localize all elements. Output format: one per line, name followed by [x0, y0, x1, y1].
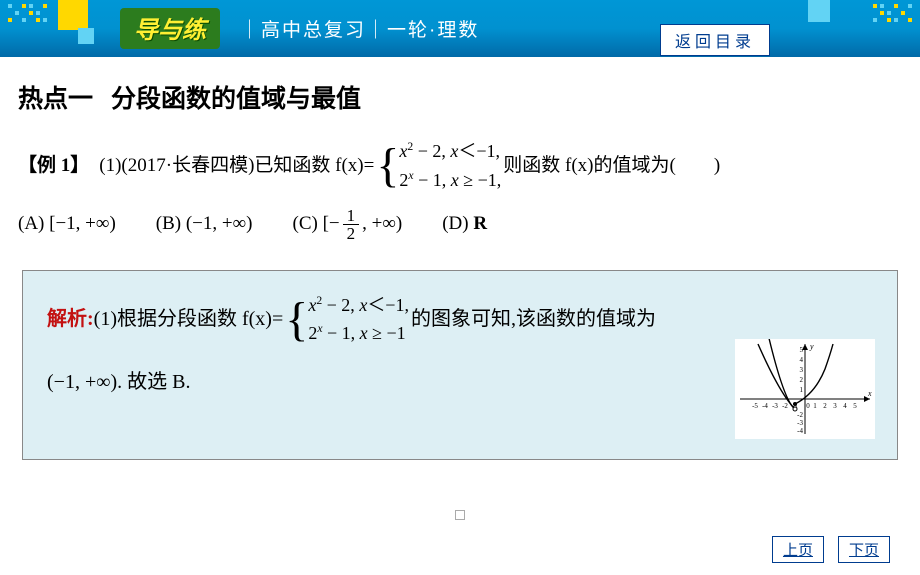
logo: 导与练: [120, 8, 220, 49]
deco-square-cyan-r: [808, 0, 830, 22]
answer-box: 解析: (1)根据分段函数 f(x)= { x2 − 2, x＜−1, 2x −…: [22, 270, 898, 460]
example-label: 【例 1】: [18, 147, 89, 185]
deco-dots-left: [8, 4, 47, 22]
svg-text:-2: -2: [782, 402, 788, 410]
svg-text:-4: -4: [762, 402, 768, 410]
question-source: (2017·长春四模): [121, 147, 254, 185]
header-subtitle: ｜高中总复习｜一轮·理数: [240, 15, 479, 42]
answer-tag: 解析:: [47, 299, 94, 339]
topic-title: 分段函数的值域与最值: [111, 85, 361, 113]
question-stem-after: 则函数 f(x)的值域为( ): [503, 147, 720, 185]
svg-text:1: 1: [800, 386, 804, 394]
content: 热点一分段函数的值域与最值 【例 1】 (1) (2017·长春四模) 已知函数…: [0, 57, 920, 270]
option-a[interactable]: (A) [−1, +∞): [18, 213, 116, 235]
svg-text:2: 2: [800, 376, 804, 384]
topic-prefix: 热点一: [18, 85, 93, 113]
question-stem-before: 已知函数 f(x)=: [254, 147, 374, 185]
svg-text:-3: -3: [797, 419, 803, 427]
piecewise-function: { x2 − 2, x＜−1, 2x − 1, x ≥ −1,: [376, 137, 501, 195]
prev-button[interactable]: 上页: [772, 536, 824, 563]
svg-text:5: 5: [800, 346, 804, 354]
svg-text:x: x: [867, 389, 872, 398]
page-indicator: [455, 510, 465, 520]
options: (A) [−1, +∞) (B) (−1, +∞) (C) [−12, +∞) …: [18, 207, 902, 242]
footer: 上页 下页: [772, 536, 890, 563]
svg-text:3: 3: [833, 402, 837, 410]
option-d[interactable]: (D) R: [442, 213, 487, 235]
svg-text:4: 4: [800, 356, 804, 364]
svg-text:y: y: [809, 342, 814, 351]
answer-line1-after: 的图象可知,该函数的值域为: [411, 299, 656, 339]
svg-text:1: 1: [813, 402, 817, 410]
svg-text:2: 2: [823, 402, 827, 410]
svg-text:4: 4: [843, 402, 847, 410]
deco-dots-right: [873, 4, 912, 22]
answer-line2: (−1, +∞). 故选 B.: [47, 362, 190, 402]
question: 【例 1】 (1) (2017·长春四模) 已知函数 f(x)= { x2 − …: [18, 137, 902, 195]
topic-heading: 热点一分段函数的值域与最值: [18, 79, 902, 115]
deco-square-yellow: [58, 0, 88, 30]
svg-text:0: 0: [806, 402, 810, 410]
answer-piecewise: { x2 − 2, x＜−1, 2x − 1, x ≥ −1: [285, 291, 409, 349]
svg-text:-5: -5: [752, 402, 758, 410]
function-graph: -5-4-3 -2-10 123 45 543 21 -2-3-4 x y: [735, 339, 875, 439]
logo-text: 导与练: [120, 8, 220, 49]
svg-text:-3: -3: [772, 402, 778, 410]
svg-text:-2: -2: [797, 411, 803, 419]
answer-line1-before: (1)根据分段函数 f(x)=: [94, 299, 284, 339]
piecewise-row1: x2 − 2, x＜−1,: [399, 137, 501, 166]
piecewise-row2: 2x − 1, x ≥ −1,: [399, 166, 501, 195]
header: 导与练 ｜高中总复习｜一轮·理数 返回目录: [0, 0, 920, 57]
svg-text:3: 3: [800, 366, 804, 374]
option-c[interactable]: (C) [−12, +∞): [293, 207, 403, 242]
question-part: (1): [99, 147, 121, 185]
svg-text:5: 5: [853, 402, 857, 410]
back-button[interactable]: 返回目录: [660, 24, 770, 56]
next-button[interactable]: 下页: [838, 536, 890, 563]
svg-text:-4: -4: [797, 427, 803, 435]
option-b[interactable]: (B) (−1, +∞): [156, 213, 253, 235]
deco-square-cyan: [78, 28, 94, 44]
